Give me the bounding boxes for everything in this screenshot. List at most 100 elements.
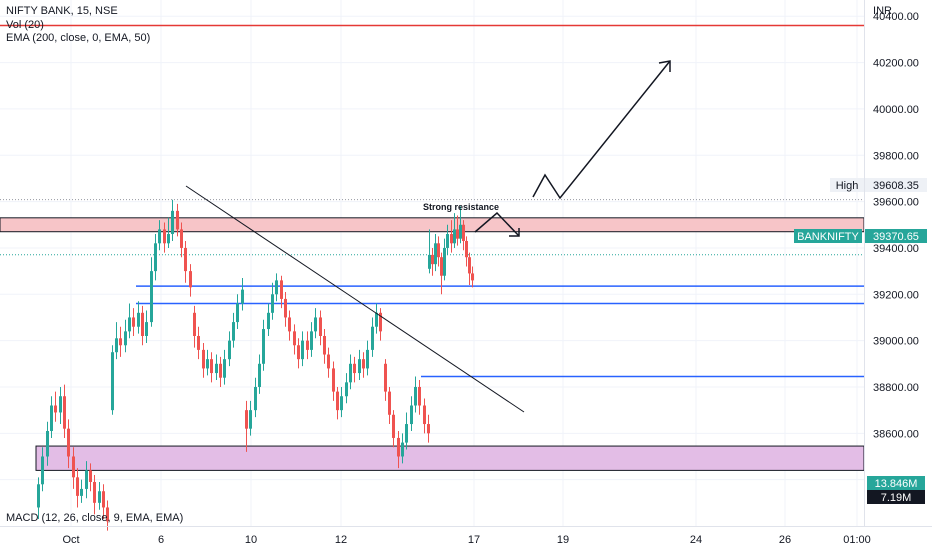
candle-body-70 <box>340 396 343 411</box>
candle-body-88 <box>418 386 421 406</box>
price-tick-3: 39800.00 <box>873 150 919 162</box>
candle-body-80 <box>384 363 387 392</box>
candle-body-0 <box>37 484 40 508</box>
candle-body-28 <box>158 229 161 244</box>
projection-arrow-small[interactable] <box>474 211 520 237</box>
candle-body-77 <box>371 326 374 350</box>
symbol-legend[interactable]: NIFTY BANK, 15, NSE <box>6 5 118 17</box>
candle-body-35 <box>189 271 192 288</box>
candle-body-93 <box>434 243 437 265</box>
candle-body-81 <box>388 391 391 415</box>
candle-body-102 <box>462 224 465 241</box>
candle-body-11 <box>85 470 88 489</box>
candle-body-54 <box>271 294 274 313</box>
candle-body-56 <box>280 280 283 299</box>
candle-body-5 <box>59 396 62 413</box>
candle-body-17 <box>111 352 114 411</box>
candle-body-90 <box>427 424 430 434</box>
candle-body-48 <box>245 410 248 429</box>
candle-body-20 <box>124 331 127 346</box>
macd-legend[interactable]: MACD (12, 26, close, 9, EMA, EMA) <box>6 512 184 524</box>
candle-body-87 <box>414 386 417 406</box>
candle-body-69 <box>336 391 339 411</box>
candle-body-103 <box>465 240 468 258</box>
time-tick-6: 24 <box>690 534 702 546</box>
volume-legend[interactable]: Vol (20) <box>6 19 44 31</box>
candle-body-23 <box>137 312 140 327</box>
price-tick-6: 39200.00 <box>873 289 919 301</box>
candle-body-26 <box>150 271 153 323</box>
candle-body-71 <box>345 382 348 397</box>
candle-body-86 <box>410 405 413 425</box>
candle-body-18 <box>115 338 118 353</box>
drawings: Strong resistance <box>185 60 671 413</box>
candle-body-66 <box>323 335 326 355</box>
high-value: 39608.35 <box>873 180 919 192</box>
candle-body-10 <box>80 488 83 496</box>
candle-body-21 <box>128 317 131 332</box>
candle-body-60 <box>297 345 300 360</box>
candle-body-29 <box>163 229 166 244</box>
candle-body-57 <box>284 298 287 318</box>
candle-body-96 <box>443 247 446 276</box>
grid <box>0 0 864 526</box>
candle-body-72 <box>349 363 352 383</box>
price-tick-7: 39000.00 <box>873 336 919 348</box>
candle-body-74 <box>358 359 361 374</box>
candle-body-47 <box>241 289 244 304</box>
volume-badge-2-bg <box>867 490 925 504</box>
candle-body-73 <box>353 363 356 374</box>
candle-body-3 <box>50 405 53 431</box>
symbol-tag: BANKNIFTY <box>797 231 859 243</box>
candle-body-105 <box>471 273 474 281</box>
candle-body-51 <box>258 363 261 387</box>
candle-body-92 <box>431 254 434 265</box>
candle-body-89 <box>423 405 426 425</box>
candle-body-27 <box>154 243 157 272</box>
candle-body-46 <box>236 303 239 323</box>
projection-arrow-large-head <box>658 60 671 72</box>
candle-body-91 <box>428 254 431 269</box>
ema-legend[interactable]: EMA (200, close, 0, EMA, 50) <box>6 32 151 44</box>
candle-body-12 <box>89 470 92 482</box>
candle-body-41 <box>215 363 218 374</box>
candle-body-76 <box>366 349 369 369</box>
price-tick-0: 40400.00 <box>873 11 919 23</box>
candle-body-4 <box>54 405 57 413</box>
candle-body-65 <box>319 317 322 336</box>
candle-body-79 <box>379 312 382 332</box>
candle-body-6 <box>63 396 66 429</box>
price-tick-9: 38600.00 <box>873 428 919 440</box>
price-axis[interactable]: 40400.00 40200.00 40000.00 39800.00 39600.00… <box>864 0 919 526</box>
price-tick-8: 38800.00 <box>873 382 919 394</box>
candle-body-94 <box>437 243 440 258</box>
time-tick-4: 17 <box>468 534 480 546</box>
candle-body-52 <box>262 329 265 364</box>
time-axis[interactable]: Oct 6 10 12 17 19 24 26 01:00 <box>0 526 932 547</box>
candle-body-67 <box>327 354 330 369</box>
candle-body-9 <box>76 477 79 496</box>
price-tick-2: 40000.00 <box>873 104 919 116</box>
candle-body-42 <box>219 363 222 378</box>
zones <box>0 217 865 471</box>
price-badges: High 39608.35 BANKNIFTY 39370.65 13.846M… <box>794 178 927 504</box>
resistance-zone[interactable] <box>0 217 865 233</box>
candle-body-97 <box>446 234 449 248</box>
trend-line[interactable] <box>185 185 525 413</box>
annotation-strong-resistance: Strong resistance <box>423 202 499 212</box>
candle-body-99 <box>453 229 456 244</box>
candle-body-36 <box>193 312 196 336</box>
candle-body-58 <box>288 317 291 332</box>
candle-body-43 <box>223 359 226 378</box>
volume-badge-1-bg <box>867 476 925 490</box>
candle-body-62 <box>306 340 309 350</box>
candle-body-16 <box>106 507 109 522</box>
candle-body-25 <box>145 322 148 336</box>
support-zone[interactable] <box>35 445 865 471</box>
currency-label: INR <box>873 5 892 17</box>
current-price-bg <box>865 229 927 243</box>
projection-arrow-large[interactable] <box>532 60 671 200</box>
projection-arrow-small-head <box>509 228 520 237</box>
